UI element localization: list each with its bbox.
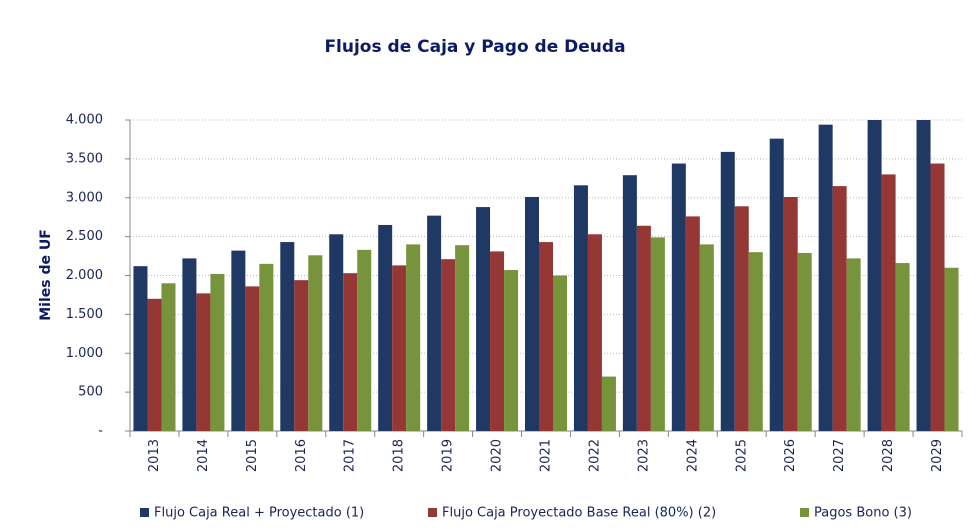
bar [280,242,295,431]
bar [650,237,665,431]
y-tick-label: 1.000 [66,346,103,361]
bar [587,234,602,431]
bar [294,280,309,431]
bar [476,207,491,431]
x-tick-label: 2022 [587,439,602,472]
y-tick-label: 3.500 [66,151,103,166]
x-tick-label: 2013 [147,439,162,472]
bar [867,120,882,431]
x-tick-label: 2024 [685,439,700,472]
bar [748,252,763,431]
bar [147,298,162,431]
x-tick-label: 2025 [734,439,749,472]
chart-title: Flujos de Caja y Pago de Deuda [324,37,625,57]
legend-swatch [800,508,809,517]
bar [392,265,407,431]
y-tick-label: 4.000 [66,113,103,128]
bar [441,259,456,431]
y-tick-label: 3.000 [66,190,103,205]
bar [182,258,197,431]
x-tick-label: 2029 [930,439,945,472]
bar [525,196,539,431]
bar [734,206,749,431]
bar [231,250,246,431]
bar [573,185,588,431]
x-tick-label: 2014 [196,439,211,472]
bar [210,273,225,431]
x-tick-label: 2028 [881,439,896,472]
bar [944,267,959,431]
x-tick-label: 2026 [783,439,798,472]
legend-swatch [140,508,149,517]
x-tick-label: 2021 [539,439,554,472]
bar [797,252,812,431]
bar [671,163,686,432]
y-tick-label: 2.000 [66,268,103,283]
legend-swatch [428,508,437,517]
bar [133,266,148,431]
x-tick-label: 2023 [636,439,651,472]
bar [378,224,393,431]
bar [406,244,421,431]
bar [622,175,637,431]
bar [636,225,651,431]
x-tick-label: 2015 [245,439,260,472]
bar [685,216,700,431]
bar [308,255,323,431]
y-tick-label: 2.500 [66,229,103,244]
bar [895,263,910,431]
bar [601,376,616,431]
bar [930,163,945,432]
legend-label: Flujo Caja Real + Proyectado (1) [154,506,364,521]
legend-label: Flujo Caja Proyectado Base Real (80%) (2… [442,506,716,521]
bar [846,258,861,431]
bar [455,245,470,431]
bar [504,270,519,431]
y-tick-label: - [98,424,103,439]
bar [357,249,372,431]
bar [343,273,358,431]
bar [769,138,784,431]
bar [720,151,735,431]
bar [161,283,176,431]
bar [699,244,714,431]
bar [539,242,553,431]
bar [916,120,931,431]
bar [490,251,505,431]
bar [881,174,896,432]
bar [329,234,344,431]
y-axis-label: Miles de UF [38,229,54,321]
bar [553,275,567,431]
bar [783,196,798,431]
bar [259,263,274,431]
y-tick-label: 1.500 [66,307,103,322]
x-tick-label: 2020 [490,439,505,472]
bar [196,293,211,431]
bar [832,186,847,431]
x-tick-label: 2017 [343,439,358,472]
legend-label: Pagos Bono (3) [814,506,912,521]
bar [818,124,833,431]
x-tick-label: 2016 [294,439,309,472]
x-tick-label: 2019 [441,439,456,472]
x-tick-label: 2027 [832,439,847,472]
bar [427,215,442,431]
y-tick-label: 500 [78,385,103,400]
bar [245,286,260,431]
x-tick-label: 2018 [392,439,407,472]
